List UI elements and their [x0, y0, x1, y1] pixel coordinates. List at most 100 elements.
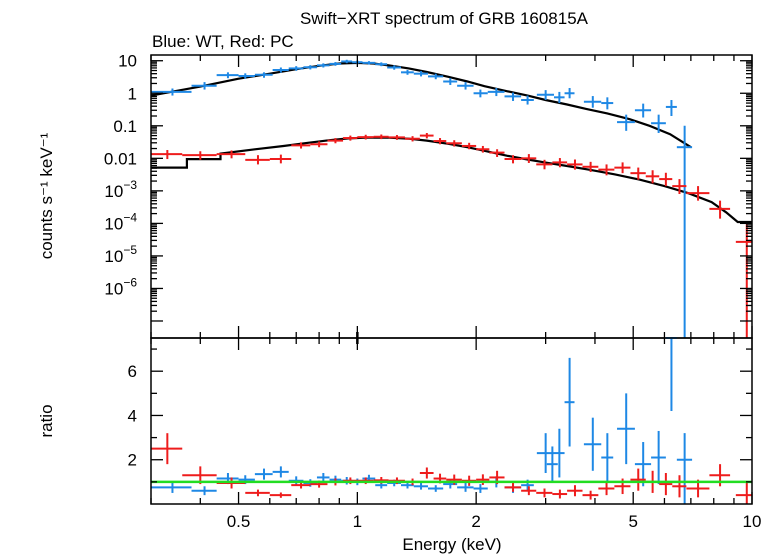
- data-point-pc: [504, 155, 522, 164]
- data-point-pc: [598, 164, 615, 176]
- data-point-pc: [245, 155, 270, 165]
- data-point-wt: [254, 72, 273, 78]
- y-tick-label: 1: [128, 84, 137, 103]
- ratio-point-pc: [419, 467, 434, 479]
- x-tick-label: 1: [353, 512, 362, 531]
- data-point-wt: [427, 73, 444, 80]
- ratio-point-pc: [151, 433, 183, 465]
- ratio-panel: 2 4 6 ratio: [37, 337, 753, 505]
- data-point-pc: [567, 159, 583, 170]
- ratio-axis-label: ratio: [37, 404, 56, 437]
- ratio-tick-label: 4: [128, 406, 137, 425]
- y-tick-label: 10−6: [104, 275, 137, 298]
- data-point-wt: [216, 72, 239, 79]
- data-point-wt: [487, 88, 505, 97]
- data-point-pc: [433, 138, 447, 145]
- data-point-pc: [735, 224, 752, 338]
- y-tick-label: 0.01: [104, 149, 137, 168]
- data-point-pc: [630, 167, 646, 180]
- data-point-pc: [216, 150, 246, 159]
- data-point-wt: [504, 92, 522, 101]
- ratio-point-pc: [269, 492, 292, 498]
- ratio-point-wt: [272, 466, 289, 478]
- data-point-wt: [634, 103, 652, 118]
- y-tick-label: 10−4: [104, 210, 137, 233]
- ratio-point-pc: [598, 481, 615, 496]
- data-point-wt: [601, 97, 614, 110]
- ratio-point-pc: [521, 486, 537, 496]
- data-point-wt: [457, 82, 474, 90]
- data-point-pc: [404, 136, 420, 142]
- data-point-pc: [489, 149, 505, 157]
- data-point-pc: [521, 154, 537, 163]
- ratio-point-pc: [630, 468, 646, 491]
- data-point-pc: [659, 172, 673, 187]
- data-point-pc: [446, 140, 462, 147]
- ratio-point-wt: [554, 428, 565, 478]
- y-tick-label: 10−5: [104, 243, 137, 266]
- data-point-wt: [375, 62, 388, 67]
- data-point-wt: [676, 125, 693, 338]
- ratio-point-wt: [617, 393, 635, 465]
- spectrum-panel: 10 1 0.1 0.01 10−3 10−4 10−5 10−6 counts s⁻¹ ke…: [37, 52, 753, 344]
- chart-title: Swift−XRT spectrum of GRB 160815A: [300, 9, 589, 28]
- data-point-pc: [357, 134, 374, 140]
- data-point-wt: [564, 88, 575, 99]
- y-axis-label: counts s⁻¹ keV⁻¹: [37, 132, 56, 259]
- x-tick-label: 0.5: [227, 512, 251, 531]
- data-point-pc: [151, 150, 183, 160]
- data-point-pc: [327, 138, 344, 144]
- spectrum-panel-frame: [150, 54, 753, 339]
- x-tick-label: 2: [471, 512, 480, 531]
- ratio-tick-label: 6: [128, 362, 137, 381]
- ratio-point-pc: [672, 475, 687, 498]
- data-point-wt: [521, 95, 534, 105]
- ratio-point-pc: [476, 474, 490, 485]
- ratio-point-wt: [254, 468, 273, 480]
- ratio-point-wt: [413, 482, 428, 490]
- data-point-pc: [373, 134, 389, 140]
- ratio-point-wt: [427, 485, 444, 492]
- data-point-wt: [387, 65, 401, 70]
- data-point-pc: [614, 162, 631, 174]
- ratio-point-wt: [583, 417, 602, 471]
- data-point-pc: [645, 170, 660, 184]
- data-point-wt: [329, 62, 342, 66]
- data-point-pc: [672, 179, 687, 195]
- x-tick-label: 10: [743, 512, 762, 531]
- data-point-pc: [686, 186, 710, 201]
- y-tick-label: 10−3: [104, 178, 137, 201]
- model-curve-pc: [151, 136, 752, 224]
- data-point-pc: [461, 142, 477, 150]
- ratio-point-wt: [665, 337, 677, 412]
- data-point-pc: [343, 135, 358, 141]
- data-point-wt: [554, 91, 565, 104]
- ratio-point-pc: [735, 481, 752, 504]
- data-point-pc: [709, 200, 731, 219]
- ratio-panel-frame: [150, 337, 753, 505]
- ratio-point-wt: [151, 481, 192, 493]
- ratio-point-wt: [316, 473, 330, 482]
- ratio-tick-label: 2: [128, 451, 137, 470]
- data-point-pc: [419, 133, 434, 139]
- data-point-wt: [400, 69, 414, 75]
- ratio-point-wt: [546, 446, 558, 482]
- data-point-pc: [291, 142, 311, 149]
- data-point-wt: [651, 114, 666, 134]
- data-point-wt: [583, 96, 602, 108]
- ratio-point-wt: [651, 430, 666, 485]
- ratio-point-pc: [582, 490, 599, 500]
- data-point-pc: [269, 154, 292, 164]
- data-point-wt: [473, 89, 488, 98]
- data-point-wt: [362, 61, 376, 65]
- data-point-wt: [665, 100, 677, 117]
- data-point-wt: [617, 114, 635, 131]
- data-point-wt: [238, 73, 255, 79]
- ratio-point-pc: [659, 473, 673, 496]
- data-point-wt: [288, 66, 304, 71]
- x-axis-label: Energy (keV): [402, 535, 501, 554]
- ratio-point-wt: [676, 433, 693, 504]
- ratio-point-wt: [564, 357, 575, 447]
- data-point-wt: [341, 59, 353, 64]
